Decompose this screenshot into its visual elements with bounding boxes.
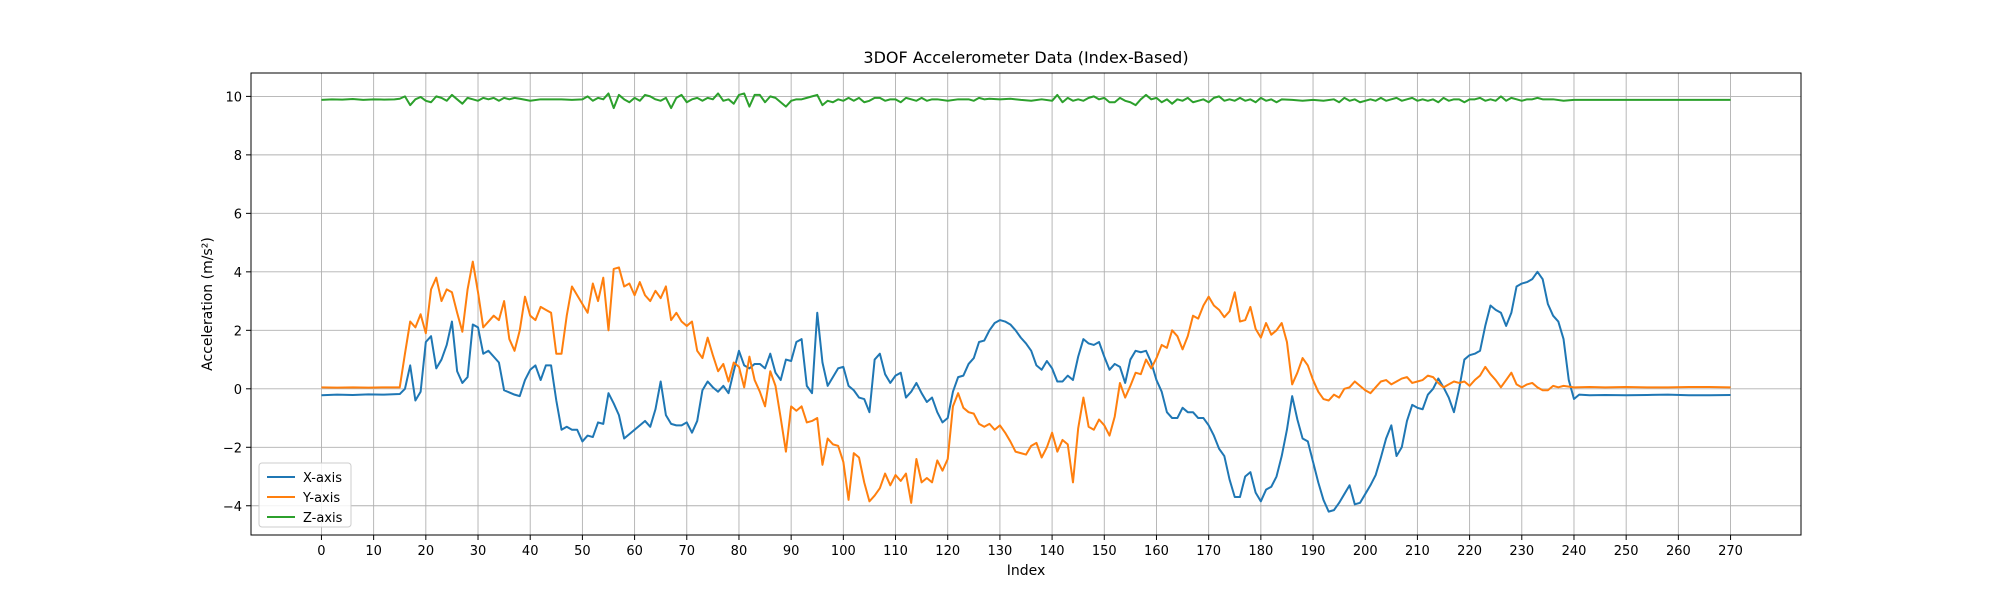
x-tick-label: 140: [1040, 544, 1065, 559]
x-tick-label: 90: [783, 544, 800, 559]
x-tick-label: 110: [883, 544, 908, 559]
x-tick-label: 200: [1353, 544, 1378, 559]
x-tick-label: 40: [522, 544, 539, 559]
x-tick-label: 180: [1248, 544, 1273, 559]
y-tick-label: 6: [234, 207, 242, 222]
y-tick-label: 8: [234, 149, 242, 164]
legend-box: [258, 462, 352, 528]
x-ticks: 0 10 20 30 40 50 60 70 80 90 100 110 120 130 140 150 160…: [317, 535, 1743, 559]
x-tick-label: 160: [1144, 544, 1169, 559]
y-axis-label: Acceleration (m/s²): [200, 237, 216, 371]
x-tick-label: 220: [1457, 544, 1482, 559]
legend: X-axis Y-axis Z-axis: [258, 462, 352, 528]
series-line-z-axis: [321, 92, 1731, 110]
x-tick-label: 0: [317, 544, 325, 559]
x-tick-label: 260: [1666, 544, 1691, 559]
x-tick-label: 250: [1614, 544, 1639, 559]
x-tick-label: 100: [831, 544, 856, 559]
y-tick-label: 0: [234, 383, 242, 398]
y-ticks: −4 −2 0 2 4 6 8 10: [223, 90, 251, 515]
y-tick-label: 2: [234, 324, 242, 339]
y-tick-label: −2: [223, 441, 242, 456]
x-tick-label: 80: [731, 544, 748, 559]
x-tick-label: 50: [574, 544, 591, 559]
x-tick-label: 10: [365, 544, 382, 559]
plot-frame: [250, 72, 1802, 536]
x-tick-label: 30: [470, 544, 487, 559]
chart-title: 3DOF Accelerometer Data (Index-Based): [863, 48, 1188, 67]
plot-series: [321, 92, 1731, 513]
y-tick-label: 4: [234, 266, 242, 281]
x-tick-label: 240: [1562, 544, 1587, 559]
grid-lines: [251, 73, 1801, 535]
x-tick-label: 170: [1196, 544, 1221, 559]
x-tick-label: 150: [1092, 544, 1117, 559]
x-axis-label: Index: [1007, 563, 1046, 579]
legend-label: Y-axis: [302, 491, 340, 506]
x-tick-label: 70: [678, 544, 695, 559]
series-line-x-axis: [321, 270, 1731, 513]
legend-label: Z-axis: [303, 511, 343, 526]
legend-label: X-axis: [303, 471, 342, 486]
y-tick-label: 10: [225, 90, 242, 105]
y-tick-label: −4: [223, 500, 242, 515]
x-tick-label: 270: [1718, 544, 1743, 559]
x-tick-label: 190: [1301, 544, 1326, 559]
x-tick-label: 210: [1405, 544, 1430, 559]
x-tick-label: 60: [626, 544, 643, 559]
x-tick-label: 120: [935, 544, 960, 559]
series-line-y-axis: [321, 260, 1731, 504]
x-tick-label: 130: [987, 544, 1012, 559]
x-tick-label: 230: [1509, 544, 1534, 559]
x-tick-label: 20: [418, 544, 435, 559]
